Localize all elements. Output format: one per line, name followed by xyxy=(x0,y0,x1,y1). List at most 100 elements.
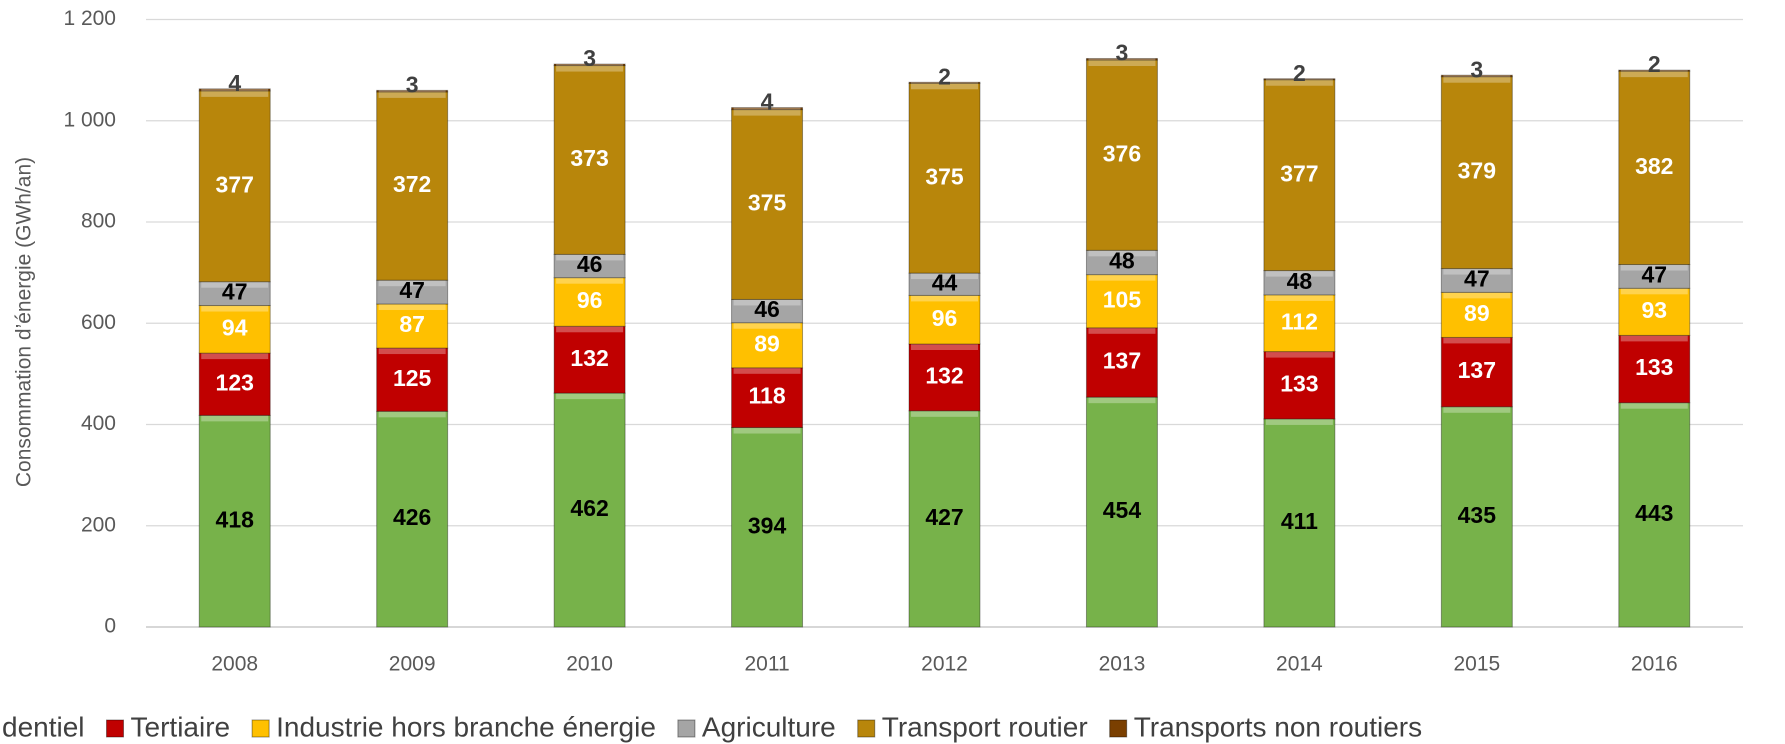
y-tick-label: 600 xyxy=(81,311,116,334)
data-label: 46 xyxy=(577,251,603,277)
data-label: 443 xyxy=(1635,500,1673,526)
data-label: 118 xyxy=(749,383,786,409)
data-label: 372 xyxy=(393,171,431,197)
data-label: 133 xyxy=(1280,370,1318,396)
bar-bevel xyxy=(1443,337,1511,344)
legend-label: Industrie hors branche énergie xyxy=(276,711,656,742)
bar-segment xyxy=(908,82,981,274)
bar-bevel xyxy=(1088,60,1156,66)
bar-segment xyxy=(553,277,626,327)
data-label: 435 xyxy=(1458,502,1497,528)
bar-segment xyxy=(198,352,271,416)
bar-bevel xyxy=(201,281,269,288)
bar-bevel xyxy=(556,393,624,400)
bar-bevel xyxy=(733,299,801,306)
data-label: 394 xyxy=(748,512,787,538)
bar-segment xyxy=(198,305,271,354)
y-axis-label: Consommation d’énergie (GWh/an) xyxy=(13,157,36,487)
data-label: 46 xyxy=(754,296,780,322)
data-label: 47 xyxy=(1641,262,1667,288)
bar-bevel xyxy=(1443,75,1511,77)
bar-segment xyxy=(198,414,271,628)
bar-bevel xyxy=(1620,71,1688,78)
bar-bevel xyxy=(556,326,624,333)
bar-segment xyxy=(553,65,626,255)
x-tick-label: 2015 xyxy=(1453,653,1500,676)
data-label: 382 xyxy=(1635,153,1673,179)
y-tick-label: 200 xyxy=(81,513,116,536)
bar-segment xyxy=(198,90,271,283)
bar-bevel xyxy=(733,109,801,116)
bar-bevel xyxy=(1265,351,1333,358)
bar-bevel xyxy=(1088,397,1156,404)
bar-segment xyxy=(1440,291,1513,338)
bar-segment xyxy=(1440,336,1513,408)
data-label: 132 xyxy=(925,362,963,388)
bar-segment xyxy=(908,294,981,345)
y-tick-label: 0 xyxy=(104,615,116,638)
legend-label: dentiel xyxy=(2,711,85,742)
bar-bevel xyxy=(911,273,978,280)
legend-marker xyxy=(106,719,125,738)
bar-segment xyxy=(731,322,804,369)
data-label: 377 xyxy=(1280,160,1318,186)
data-label: 87 xyxy=(399,311,425,337)
data-label: 427 xyxy=(925,504,963,530)
bar-bevel xyxy=(1265,418,1333,425)
bar-bevel xyxy=(911,82,978,84)
data-label: 377 xyxy=(216,171,254,197)
data-label: 47 xyxy=(1464,266,1490,292)
legend-label: Agriculture xyxy=(702,711,836,742)
legend-marker xyxy=(677,719,696,738)
x-tick-label: 2012 xyxy=(921,653,968,676)
bar-segment xyxy=(908,410,981,628)
bar-bevel xyxy=(1620,264,1688,271)
bar-bevel xyxy=(201,88,269,91)
data-label: 93 xyxy=(1641,297,1667,323)
x-tick-label: 2011 xyxy=(744,653,789,676)
legend-label: Tertiaire xyxy=(131,711,231,742)
bar-segment xyxy=(376,410,449,628)
legend-label: Transport routier xyxy=(882,711,1088,742)
x-tick-label: 2010 xyxy=(566,653,613,676)
data-label: 411 xyxy=(1281,508,1318,534)
bar-bevel xyxy=(556,254,624,261)
data-label: 375 xyxy=(748,190,787,216)
data-label: 133 xyxy=(1635,354,1673,380)
data-label: 137 xyxy=(1103,348,1141,374)
data-label: 418 xyxy=(216,506,255,532)
x-tick-label: 2016 xyxy=(1631,653,1678,676)
bar-bevel xyxy=(1088,58,1156,60)
bar-bevel xyxy=(733,107,801,110)
y-tick-label: 1 200 xyxy=(63,7,116,30)
bar-segment xyxy=(1085,396,1158,628)
bar-bevel xyxy=(1265,79,1333,86)
data-label: 379 xyxy=(1458,158,1496,184)
bar-segment xyxy=(908,343,981,412)
bar-bevel xyxy=(1620,402,1688,409)
data-label: 47 xyxy=(222,279,248,305)
data-label: 375 xyxy=(925,163,964,189)
bar-segment xyxy=(1263,270,1336,296)
data-label: 2 xyxy=(1293,60,1306,86)
bar-bevel xyxy=(1088,250,1156,257)
data-label: 105 xyxy=(1103,286,1142,312)
data-label: 44 xyxy=(932,269,958,295)
data-label: 96 xyxy=(577,287,603,313)
bar-segment xyxy=(1085,274,1158,329)
data-label: 125 xyxy=(393,365,432,391)
legend-label: Transports non routiers xyxy=(1134,711,1422,742)
bar-bevel xyxy=(556,277,624,284)
bar-bevel xyxy=(556,64,624,66)
data-label: 2 xyxy=(1648,51,1661,77)
bar-bevel xyxy=(733,427,801,434)
bar-segment xyxy=(1085,57,1158,61)
data-label: 373 xyxy=(570,145,608,171)
data-label: 462 xyxy=(570,495,608,521)
bar-segment xyxy=(731,109,804,300)
bar-segment xyxy=(553,63,626,67)
bar-bevel xyxy=(911,83,978,90)
x-tick-label: 2014 xyxy=(1276,653,1323,676)
data-label: 426 xyxy=(393,504,431,530)
